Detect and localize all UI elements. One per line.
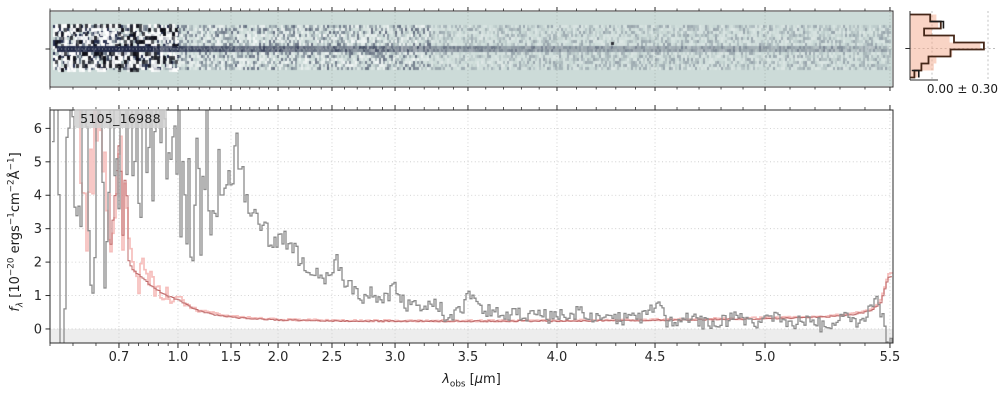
error-spectrum-line (79, 110, 893, 323)
y-tick-label: 2 (34, 256, 42, 271)
x-tick-label: 3.0 (385, 350, 406, 365)
flux-spectrum-line (52, 110, 893, 343)
x-tick-label: 5.5 (880, 350, 901, 365)
x-tick-label: 3.5 (458, 350, 479, 365)
y-tick-label: 4 (34, 189, 42, 204)
main-plot-frame (49, 109, 894, 344)
x-tick-label: 0.7 (109, 350, 130, 365)
x-axis-label: λobs [μm] (442, 372, 501, 390)
x-tick-label: 5.0 (755, 350, 776, 365)
hist-outline (910, 13, 985, 79)
2d-panel-frame (49, 10, 894, 88)
x-tick-label: 4.5 (645, 350, 666, 365)
y-axis-label: fλ [10−20 ergs−1cm−2Å−1] (6, 152, 26, 312)
y-tick-label: 3 (34, 222, 42, 237)
y-tick-label: 6 (34, 122, 42, 137)
object-id-label: 5105_16988 (74, 109, 167, 128)
y-tick-label: 5 (34, 155, 42, 170)
y-tick-label: 1 (34, 289, 42, 304)
x-tick-label: 1.5 (221, 350, 242, 365)
hist-black-step (911, 69, 920, 78)
below-zero-band (50, 328, 893, 343)
y-tick-label: 0 (34, 322, 42, 337)
noise-stats-label: 0.00 ± 0.30 (926, 82, 998, 96)
x-tick-label: 4.0 (547, 350, 568, 365)
x-tick-label: 2.0 (268, 350, 289, 365)
x-tick-label: 2.5 (322, 350, 343, 365)
x-tick-label: 1.0 (168, 350, 189, 365)
hist-black-step (930, 20, 945, 29)
